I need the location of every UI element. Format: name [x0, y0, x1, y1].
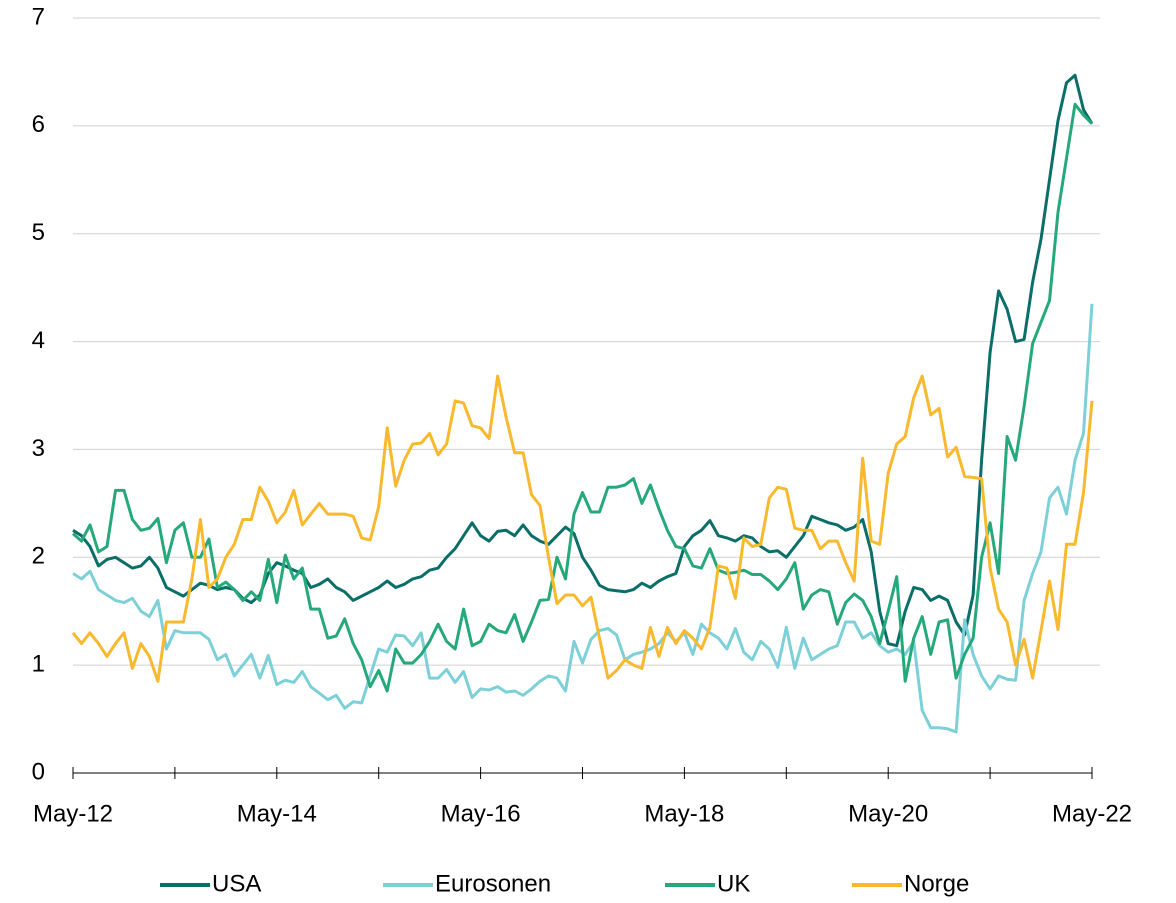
- x-tick-label: May-12: [33, 800, 113, 827]
- y-tick-label: 6: [32, 111, 45, 138]
- series-line: [72, 102, 1094, 693]
- x-tick-label: May-22: [1052, 800, 1132, 827]
- legend-label: Norge: [904, 870, 969, 897]
- x-tick-label: May-14: [237, 800, 317, 827]
- legend-label: UK: [717, 870, 750, 897]
- series-line: [71, 374, 1094, 683]
- series-line: [72, 303, 1094, 734]
- y-tick-label: 0: [32, 758, 45, 785]
- y-tick-label: 4: [32, 327, 45, 354]
- x-tick-label: May-18: [644, 800, 724, 827]
- y-tick-label: 7: [32, 3, 45, 30]
- y-tick-label: 2: [32, 543, 45, 570]
- x-tick-label: May-16: [441, 800, 521, 827]
- legend-label: USA: [212, 870, 261, 897]
- y-tick-label: 3: [32, 435, 45, 462]
- y-tick-label: 1: [32, 650, 45, 677]
- legend-label: Eurosonen: [435, 870, 551, 897]
- x-tick-label: May-20: [848, 800, 928, 827]
- y-tick-label: 5: [32, 219, 45, 246]
